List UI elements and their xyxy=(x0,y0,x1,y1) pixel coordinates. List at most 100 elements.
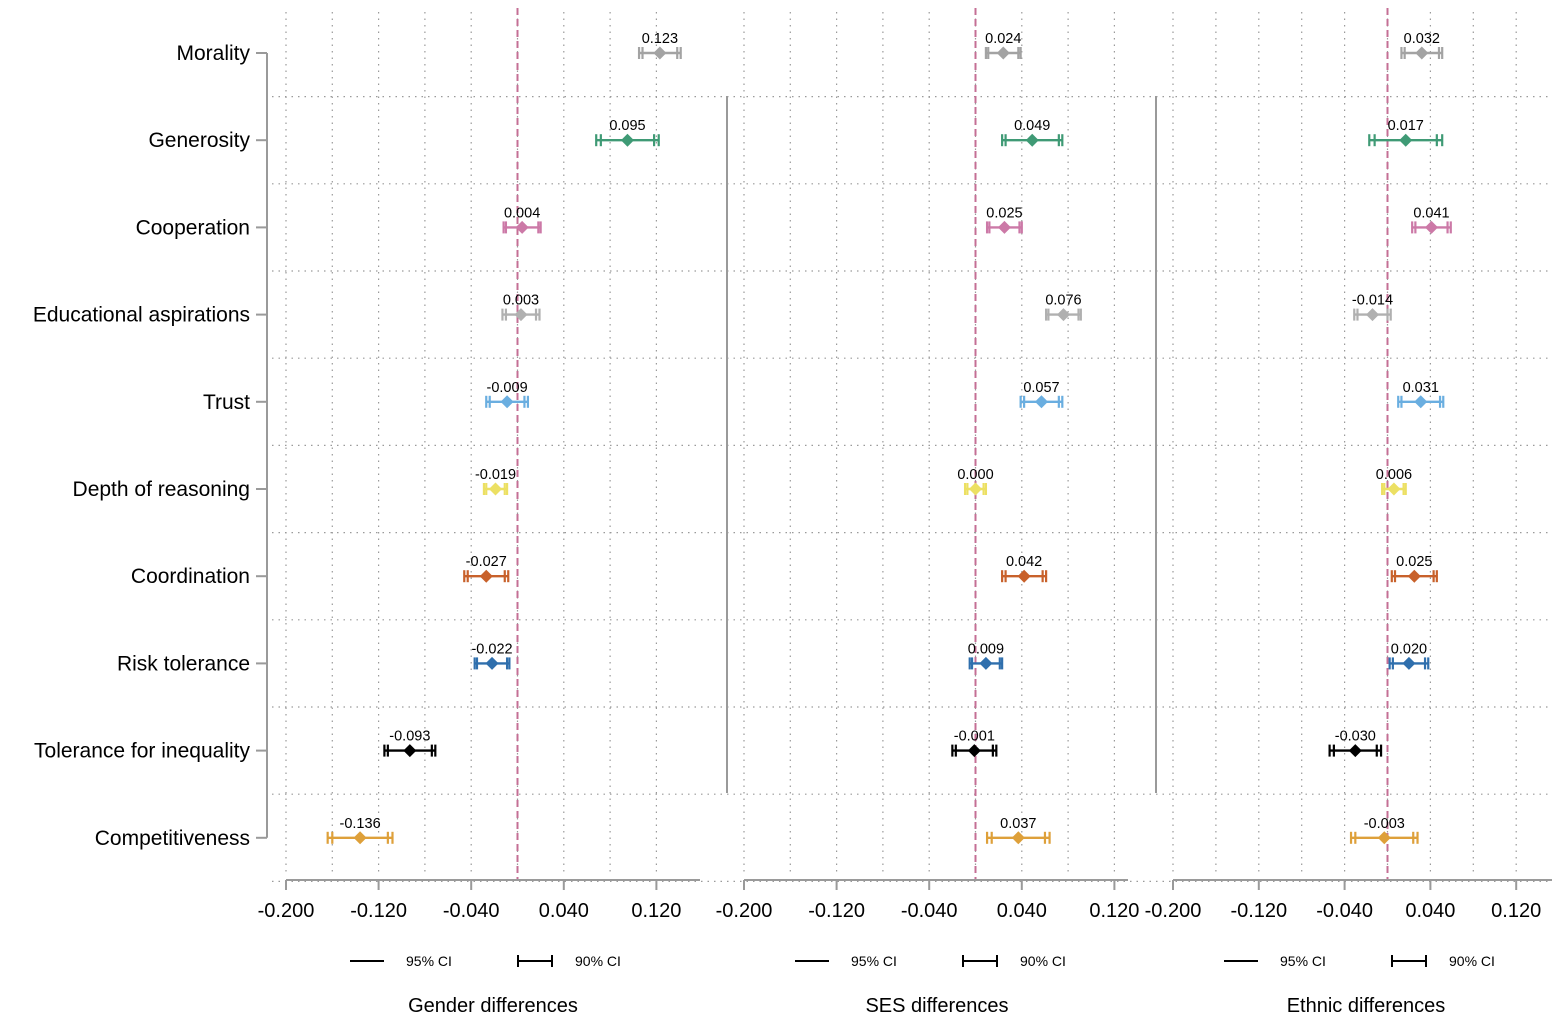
estimate-marker xyxy=(1377,831,1391,845)
estimate-label: 0.031 xyxy=(1403,380,1439,396)
estimate-marker xyxy=(1365,308,1379,322)
estimate-label: -0.030 xyxy=(1335,729,1376,745)
estimate-point: 0.037 xyxy=(985,816,1051,845)
x-tick-label: 0.040 xyxy=(539,900,589,922)
estimate-point: 0.017 xyxy=(1368,118,1444,147)
x-tick-label: -0.120 xyxy=(350,900,407,922)
x-tick-label: -0.040 xyxy=(443,900,500,922)
estimate-point: 0.041 xyxy=(1411,205,1452,234)
x-tick-label: 0.120 xyxy=(631,900,681,922)
estimate-marker xyxy=(1348,744,1362,758)
panel-title: Gender differences xyxy=(408,995,578,1017)
estimate-label: 0.025 xyxy=(986,205,1022,221)
estimate-marker xyxy=(979,656,993,670)
estimate-label: -0.003 xyxy=(1364,816,1405,832)
estimate-label: 0.017 xyxy=(1388,118,1424,134)
estimate-label: 0.024 xyxy=(985,31,1021,47)
estimate-label: 0.049 xyxy=(1014,118,1050,134)
y-tick-label: Morality xyxy=(176,42,250,65)
estimate-label: -0.022 xyxy=(471,641,512,657)
estimate-point: -0.030 xyxy=(1328,729,1383,758)
estimate-point: -0.014 xyxy=(1352,293,1393,322)
panel-title: Ethnic differences xyxy=(1287,995,1446,1017)
x-tick-label: 0.040 xyxy=(1405,900,1455,922)
estimate-point: 0.032 xyxy=(1400,31,1444,60)
estimate-point: 0.006 xyxy=(1376,467,1412,496)
estimate-marker xyxy=(514,308,528,322)
estimate-point: 0.000 xyxy=(957,467,994,496)
estimate-marker xyxy=(1415,46,1429,60)
estimate-label: 0.123 xyxy=(642,31,678,47)
x-tick-label: 0.120 xyxy=(1491,900,1541,922)
estimate-point: -0.027 xyxy=(463,554,510,583)
estimate-point: 0.025 xyxy=(1390,554,1438,583)
estimate-label: -0.093 xyxy=(389,729,430,745)
estimate-marker xyxy=(1414,395,1428,409)
legend-ci95-label: 95% CI xyxy=(851,953,897,969)
x-tick-label: 0.040 xyxy=(997,900,1047,922)
estimate-point: 0.049 xyxy=(1001,118,1064,147)
estimate-label: 0.076 xyxy=(1045,293,1081,309)
estimate-label: 0.032 xyxy=(1404,31,1440,47)
estimate-point: -0.022 xyxy=(471,641,513,670)
estimate-marker xyxy=(485,656,499,670)
estimate-label: 0.042 xyxy=(1006,554,1042,570)
legend-ci95-label: 95% CI xyxy=(1280,953,1326,969)
legend: 95% CI 90% CI xyxy=(350,953,621,969)
estimate-label: 0.037 xyxy=(1000,816,1036,832)
estimate-label: 0.095 xyxy=(609,118,645,134)
legend-ci95-label: 95% CI xyxy=(406,953,452,969)
y-tick-label: Depth of reasoning xyxy=(73,478,250,501)
estimate-marker xyxy=(403,744,417,758)
estimate-label: -0.027 xyxy=(466,554,507,570)
estimate-label: -0.009 xyxy=(487,380,528,396)
estimate-marker xyxy=(1387,482,1401,496)
estimate-label: 0.000 xyxy=(957,467,993,483)
estimate-marker xyxy=(489,482,503,496)
estimate-label: -0.136 xyxy=(340,816,381,832)
estimate-marker xyxy=(515,220,529,234)
y-tick-label: Tolerance for inequality xyxy=(34,740,250,763)
estimate-point: 0.123 xyxy=(637,31,682,60)
estimate-label: 0.004 xyxy=(504,205,540,221)
panel-2: -0.200 -0.120 -0.040 0.040 0.120 0.032 0.017 0.… xyxy=(1145,8,1552,1017)
estimate-point: 0.095 xyxy=(595,118,660,147)
estimate-marker xyxy=(1407,569,1421,583)
estimate-marker xyxy=(353,831,367,845)
estimate-marker xyxy=(1424,220,1438,234)
estimate-point: 0.003 xyxy=(501,293,541,322)
estimate-label: 0.003 xyxy=(503,293,539,309)
y-tick-label: Risk tolerance xyxy=(117,652,250,675)
estimate-marker xyxy=(1402,656,1416,670)
legend: 95% CI 90% CI xyxy=(1224,953,1495,969)
x-tick-label: -0.120 xyxy=(808,900,865,922)
estimate-point: 0.009 xyxy=(968,641,1004,670)
estimate-label: 0.006 xyxy=(1376,467,1412,483)
estimate-point: -0.001 xyxy=(951,729,998,758)
estimate-label: 0.057 xyxy=(1023,380,1059,396)
estimate-marker xyxy=(620,133,634,147)
estimate-marker xyxy=(500,395,514,409)
legend: 95% CI 90% CI xyxy=(795,953,1066,969)
panel-0: -0.200 -0.120 -0.040 0.040 0.120 0.123 0.095 0.… xyxy=(258,8,700,1017)
estimate-marker xyxy=(967,744,981,758)
estimate-point: 0.076 xyxy=(1045,293,1082,322)
y-tick-label: Educational aspirations xyxy=(33,304,250,327)
estimate-marker xyxy=(479,569,493,583)
estimate-point: 0.057 xyxy=(1019,380,1064,409)
estimate-marker xyxy=(653,46,667,60)
panel-1: -0.200 -0.120 -0.040 0.040 0.120 0.024 0.049 0.… xyxy=(716,8,1139,1017)
estimate-label: 0.009 xyxy=(968,641,1004,657)
legend-ci90-label: 90% CI xyxy=(575,953,621,969)
estimate-point: -0.136 xyxy=(326,816,394,845)
x-tick-label: -0.200 xyxy=(258,900,315,922)
estimate-marker xyxy=(1011,831,1025,845)
estimate-point: -0.093 xyxy=(383,729,437,758)
x-tick-label: -0.200 xyxy=(1145,900,1202,922)
estimate-marker xyxy=(996,46,1010,60)
estimate-point: 0.042 xyxy=(1001,554,1048,583)
x-tick-label: -0.040 xyxy=(1316,900,1373,922)
x-tick-label: 0.120 xyxy=(1089,900,1139,922)
y-tick-label: Competitiveness xyxy=(95,827,250,850)
